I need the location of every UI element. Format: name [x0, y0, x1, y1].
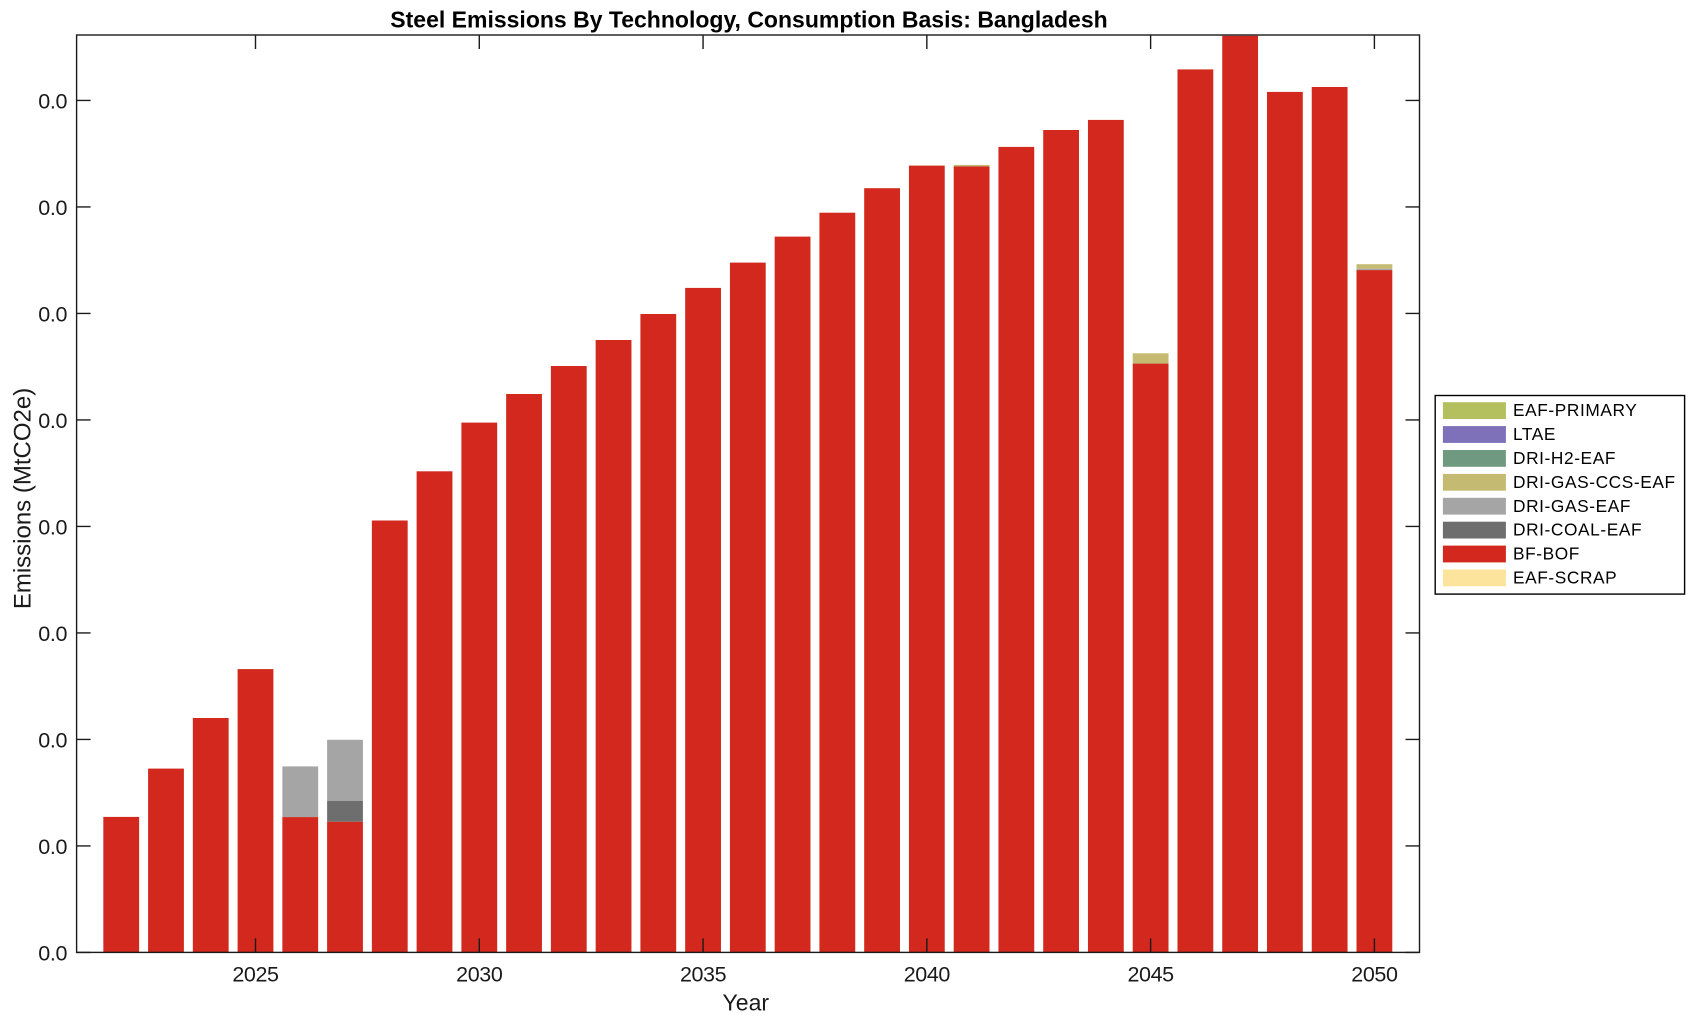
svg-text:DRI-COAL-EAF: DRI-COAL-EAF: [1513, 520, 1642, 540]
svg-text:DRI-H2-EAF: DRI-H2-EAF: [1513, 448, 1616, 468]
svg-text:0.0: 0.0: [38, 409, 67, 433]
svg-text:2040: 2040: [904, 962, 951, 986]
svg-text:0.0: 0.0: [38, 196, 67, 220]
svg-text:0.0: 0.0: [38, 515, 67, 539]
svg-text:0.0: 0.0: [38, 89, 67, 113]
svg-text:LTAE: LTAE: [1513, 424, 1556, 444]
svg-text:2045: 2045: [1128, 962, 1175, 986]
svg-text:2050: 2050: [1351, 962, 1398, 986]
svg-text:Emissions (MtCO2e): Emissions (MtCO2e): [9, 388, 36, 609]
svg-text:Year: Year: [723, 989, 770, 1015]
svg-text:0.0: 0.0: [38, 941, 67, 965]
svg-text:Steel Emissions By Technology,: Steel Emissions By Technology, Consumpti…: [390, 6, 1107, 32]
svg-text:0.0: 0.0: [38, 622, 67, 646]
svg-text:DRI-GAS-CCS-EAF: DRI-GAS-CCS-EAF: [1513, 472, 1676, 492]
svg-text:0.0: 0.0: [38, 728, 67, 752]
svg-text:2035: 2035: [680, 962, 727, 986]
svg-text:0.0: 0.0: [38, 302, 67, 326]
svg-text:0.0: 0.0: [38, 835, 67, 859]
svg-text:EAF-PRIMARY: EAF-PRIMARY: [1513, 400, 1637, 420]
svg-text:2025: 2025: [232, 962, 279, 986]
svg-text:2030: 2030: [456, 962, 503, 986]
svg-text:BF-BOF: BF-BOF: [1513, 544, 1580, 564]
svg-text:DRI-GAS-EAF: DRI-GAS-EAF: [1513, 496, 1631, 516]
svg-text:EAF-SCRAP: EAF-SCRAP: [1513, 568, 1617, 588]
